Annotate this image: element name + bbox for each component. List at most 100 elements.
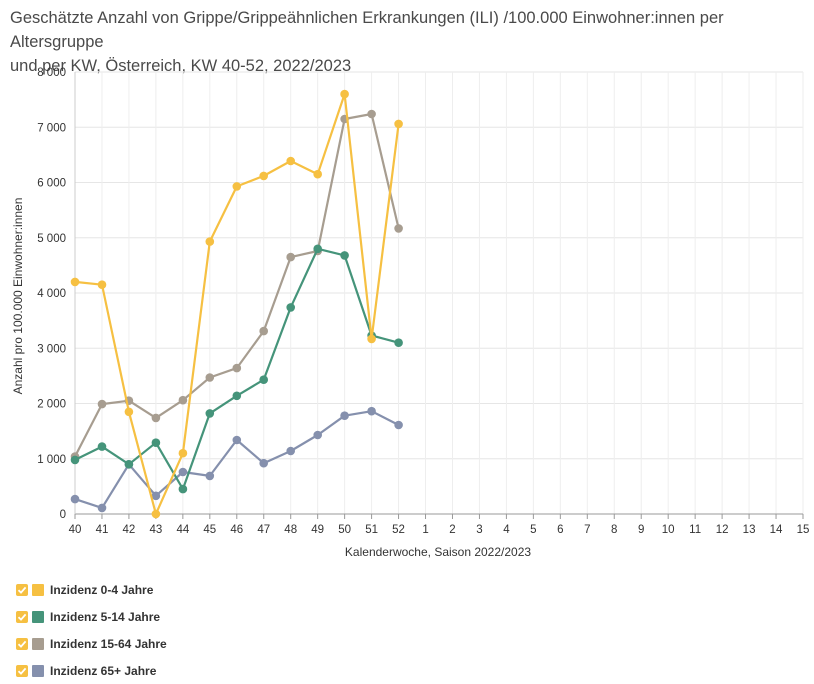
- legend-item-15-64[interactable]: Inzidenz 15-64 Jahre: [16, 630, 167, 657]
- legend-label-15-64: Inzidenz 15-64 Jahre: [50, 636, 167, 651]
- x-tick-label: 14: [770, 524, 783, 536]
- series-inzidenz-65-jahre-point: [286, 446, 296, 456]
- x-tick-label: 51: [365, 524, 378, 536]
- series-inzidenz-65-jahre-point: [151, 491, 161, 501]
- series-inzidenz-65-jahre-point: [205, 471, 215, 481]
- series-inzidenz-5-14-jahre-point: [340, 251, 349, 260]
- x-tick-label: 8: [611, 524, 617, 536]
- x-tick-label: 15: [797, 524, 810, 536]
- y-tick-label: 2 000: [37, 399, 66, 411]
- series-inzidenz-5-14-jahre-point: [394, 338, 403, 348]
- series-inzidenz-0-4-jahre-point: [286, 156, 296, 166]
- series-inzidenz-65-jahre-point: [340, 411, 349, 421]
- x-tick-label: 45: [203, 524, 216, 536]
- x-tick-label: 13: [743, 524, 756, 536]
- x-tick-label: 3: [476, 524, 482, 536]
- series-inzidenz-5-14-jahre-point: [124, 460, 134, 469]
- legend-swatch-65-plus: [32, 664, 44, 677]
- series-inzidenz-15-64-jahre-point: [178, 395, 188, 405]
- series-inzidenz-65-jahre-point: [313, 430, 323, 440]
- x-tick-label: 46: [230, 524, 243, 536]
- series-inzidenz-65-jahre-point: [367, 406, 376, 416]
- grid-lines: [75, 71, 804, 514]
- chart-title: Geschätzte Anzahl von Grippe/Grippeähnli…: [10, 6, 810, 78]
- series-inzidenz-15-64-jahre-point: [259, 326, 269, 336]
- legend-checkbox-65-plus[interactable]: [16, 664, 28, 677]
- legend-item-0-4[interactable]: Inzidenz 0-4 Jahre: [16, 576, 167, 603]
- y-tick-label: 0: [60, 509, 66, 521]
- x-tick-label: 12: [716, 524, 729, 536]
- series-inzidenz-0-4-jahre-point: [313, 169, 323, 179]
- series-inzidenz-0-4-jahre-point: [367, 334, 376, 344]
- x-tick-label: 43: [149, 524, 162, 536]
- x-tick-label: 10: [662, 524, 675, 536]
- series-inzidenz-65-jahre-point: [178, 467, 188, 477]
- x-tick-label: 9: [638, 524, 644, 536]
- x-tick-label: 44: [176, 524, 189, 536]
- x-tick-label: 11: [689, 524, 701, 536]
- y-tick-label: 4 000: [37, 288, 66, 300]
- series-inzidenz-5-14-jahre-point: [232, 391, 242, 401]
- x-tick-label: 42: [123, 524, 136, 536]
- x-tick-label: 47: [257, 524, 270, 536]
- chart-title-line-2: und per KW, Österreich, KW 40-52, 2022/2…: [10, 57, 352, 75]
- series-inzidenz-0-4-jahre: [70, 89, 403, 519]
- series-inzidenz-15-64-jahre-point: [232, 363, 242, 373]
- series-inzidenz-0-4-jahre-point: [340, 89, 349, 99]
- series-inzidenz-0-4-jahre-point: [394, 119, 403, 129]
- x-tick-label: 1: [422, 524, 428, 536]
- series-inzidenz-5-14-jahre-point: [259, 375, 269, 385]
- series-inzidenz-0-4-jahre-point: [70, 277, 80, 287]
- y-axis-label: Anzahl pro 100.000 Einwohner:innen: [11, 198, 25, 395]
- series-inzidenz-5-14-jahre-point: [151, 438, 161, 448]
- legend-label-0-4: Inzidenz 0-4 Jahre: [50, 582, 154, 597]
- series-inzidenz-15-64-jahre-point: [394, 224, 403, 233]
- series-inzidenz-5-14-jahre-point: [313, 244, 323, 254]
- x-tick-label: 5: [530, 524, 536, 536]
- series-inzidenz-65-jahre-point: [97, 503, 107, 513]
- legend-checkbox-5-14[interactable]: [16, 610, 28, 623]
- x-tick-label: 7: [584, 524, 590, 536]
- series-inzidenz-0-4-jahre-point: [205, 237, 215, 246]
- series-inzidenz-5-14-jahre: [70, 244, 403, 494]
- x-tick-label: 49: [311, 524, 324, 536]
- series-inzidenz-5-14-jahre-point: [70, 455, 80, 465]
- series-inzidenz-0-4-jahre-point: [124, 407, 134, 417]
- legend-item-65-plus[interactable]: Inzidenz 65+ Jahre: [16, 657, 167, 684]
- axes: 0 1 000 2 000 3 000 4 000 5 000 6 000 7 000 8 00…: [37, 67, 809, 536]
- series-inzidenz-5-14-jahre-point: [205, 409, 215, 418]
- legend-item-5-14[interactable]: Inzidenz 5-14 Jahre: [16, 603, 167, 630]
- legend-swatch-0-4: [32, 583, 44, 596]
- series-inzidenz-65-jahre-point: [232, 435, 242, 445]
- series-inzidenz-15-64-jahre-point: [205, 373, 215, 382]
- series-inzidenz-15-64-jahre-point: [286, 252, 296, 262]
- series-inzidenz-0-4-jahre-point: [178, 448, 188, 458]
- x-tick-label: 48: [284, 524, 297, 536]
- legend-swatch-5-14: [32, 610, 44, 623]
- series-inzidenz-5-14-jahre-point: [97, 442, 107, 451]
- series-inzidenz-15-64-jahre-point: [97, 399, 107, 409]
- series-inzidenz-0-4-jahre-point: [259, 171, 269, 181]
- x-tick-label: 40: [69, 524, 82, 536]
- series-inzidenz-5-14-jahre-point: [178, 484, 188, 494]
- legend-checkbox-15-64[interactable]: [16, 637, 28, 650]
- series-inzidenz-5-14-jahre-point: [286, 303, 296, 312]
- series-inzidenz-0-4-jahre-point: [151, 509, 161, 519]
- series-inzidenz-0-4-jahre-point: [232, 182, 242, 191]
- series-inzidenz-65-jahre-point: [259, 458, 269, 468]
- x-tick-label: 41: [96, 524, 109, 536]
- x-axis-label: Kalenderwoche, Saison 2022/2023: [345, 545, 531, 559]
- legend-label-65-plus: Inzidenz 65+ Jahre: [50, 663, 157, 678]
- legend-swatch-15-64: [32, 637, 44, 650]
- y-tick-label: 7 000: [37, 122, 66, 134]
- legend-label-5-14: Inzidenz 5-14 Jahre: [50, 609, 161, 624]
- x-tick-label: 50: [338, 524, 351, 536]
- legend-checkbox-0-4[interactable]: [16, 583, 28, 596]
- y-tick-label: 8 000: [37, 67, 66, 79]
- series-lines: [70, 89, 403, 519]
- x-tick-label: 2: [449, 524, 455, 536]
- series-inzidenz-65-jahre-point: [394, 420, 403, 430]
- x-tick-label: 52: [392, 524, 405, 536]
- chart-title-line-1: Geschätzte Anzahl von Grippe/Grippeähnli…: [10, 9, 724, 51]
